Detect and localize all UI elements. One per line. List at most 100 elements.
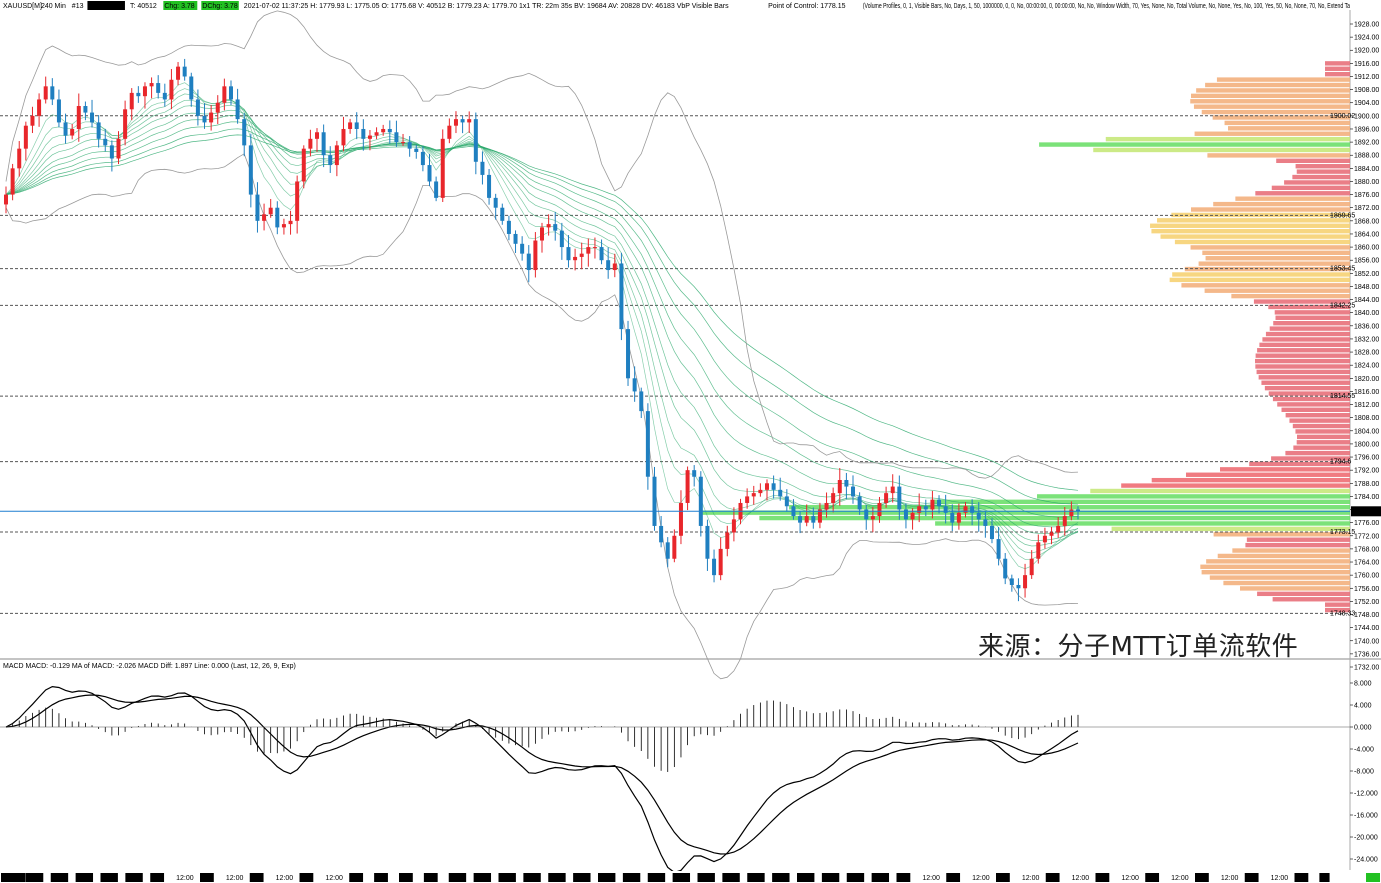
candle-body [1056,525,1061,533]
candle-body [447,125,452,139]
x-axis-label: 5-26 [27,875,41,882]
x-axis-label: 6-7 [376,875,386,882]
price-tick-label: 1784.00 [1354,494,1379,501]
x-date-badge [100,873,118,882]
macd-tick-label: 8.000 [1354,681,1372,688]
profile-row [1190,245,1350,250]
candle-body [996,539,1001,559]
candle-body [612,263,617,271]
x-date-badge [871,873,890,882]
candle-body [248,145,253,195]
candle-body [142,86,147,97]
profile-row [1151,228,1350,234]
x-date-badge [25,873,44,882]
candle-body [626,329,631,379]
x-axis-label: 6-5 [351,875,361,882]
x-axis-label: 6-19 [649,875,663,882]
x-axis-label: 7-2 [948,875,958,882]
profile-row [1272,396,1350,402]
x-date-badge [996,873,1010,882]
x-date-badge [548,873,566,882]
x-date-badge [797,873,815,882]
macd-header: MACD MACD: -0.129 MA of MACD: -2.026 MAC… [3,663,296,670]
x-date-badge [622,873,641,882]
price-tick-label: 1740.00 [1354,638,1379,645]
candle-body [487,174,492,198]
candle-body [718,548,723,576]
x-axis-label: 6-10 [450,875,464,882]
x-axis-label: 6-3 [251,875,261,882]
profile-row [1264,385,1350,391]
x-date-badge [846,873,865,882]
profile-row [1200,564,1350,569]
price-tick-label: 1888.00 [1354,153,1379,160]
profile-row [1295,164,1350,169]
profile-row [1274,310,1350,315]
header-bar-info: 2021-07-02 11:37:25 H: 1779.93 L: 1775.0… [244,3,729,10]
candle-body [784,496,789,507]
x-axis-label: 6-8 [401,875,411,882]
candle-body [176,66,181,80]
macd-tick-label: -24.000 [1354,857,1378,864]
price-tick-label: 1732.00 [1354,665,1379,672]
candle-body [665,542,670,559]
x-axis-label: 1-5-25 [3,875,23,882]
price-tick-label: 1900.00 [1354,113,1379,120]
x-axis-label: 6-22 [699,875,713,882]
price-tick-label: 1752.00 [1354,599,1379,606]
profile-row [1289,418,1350,423]
macd-tick-label: 0.000 [1354,725,1372,732]
candle-body [169,79,174,100]
profile-row [1150,223,1350,228]
profile-row [1276,158,1350,164]
price-tick-label: 1812.00 [1354,402,1379,409]
price-tick-label: 1820.00 [1354,376,1379,383]
candle-body [930,499,935,510]
x-axis-label: 12 [1321,875,1329,882]
candle-body [837,480,842,494]
profile-row [1169,277,1350,283]
candle-body [394,132,399,143]
profile-row [1325,602,1350,607]
candle-body [698,476,703,526]
x-axis-label: 7-7 [1197,875,1207,882]
profile-row [1201,109,1350,115]
candle-body [1076,509,1080,512]
profile-row [1223,580,1350,586]
candle-body [202,115,207,123]
candle-body [235,99,240,120]
x-date-badge [448,873,467,882]
profile-row [1272,597,1350,602]
profile-row [1273,320,1350,326]
profile-row [1157,218,1350,223]
profile-row [1253,299,1350,304]
profile-row [1231,293,1350,299]
candle-body [473,119,478,162]
candle-body [817,509,822,523]
header-chg-badge: Chg: 3.78 [164,3,194,10]
x-axis-label: 12:00 [1171,875,1189,882]
x-date-badge [200,873,214,882]
price-tick-label: 1924.00 [1354,35,1379,42]
level-label: 1773.15 [1330,529,1355,536]
price-tick-label: 1816.00 [1354,389,1379,396]
profile-row [1174,239,1350,245]
candle-body [764,483,769,490]
candle-body [811,516,816,523]
candle-body [685,470,690,503]
candle-body [63,122,68,136]
price-tick-label: 1864.00 [1354,231,1379,238]
x-date-badge [1319,873,1330,882]
candle-body [526,253,531,271]
x-axis-label: 12:00 [1022,875,1040,882]
x-date-badge [946,873,961,882]
price-tick-label: 1748.00 [1354,612,1379,619]
profile-row [1217,553,1350,559]
candle-body [50,86,55,100]
candle-body [348,122,353,129]
level-label: 1814.55 [1330,393,1355,400]
price-tick-label: 1868.00 [1354,218,1379,225]
candle-body [1049,532,1054,536]
profile-row [1228,126,1350,131]
candle-body [725,532,730,549]
